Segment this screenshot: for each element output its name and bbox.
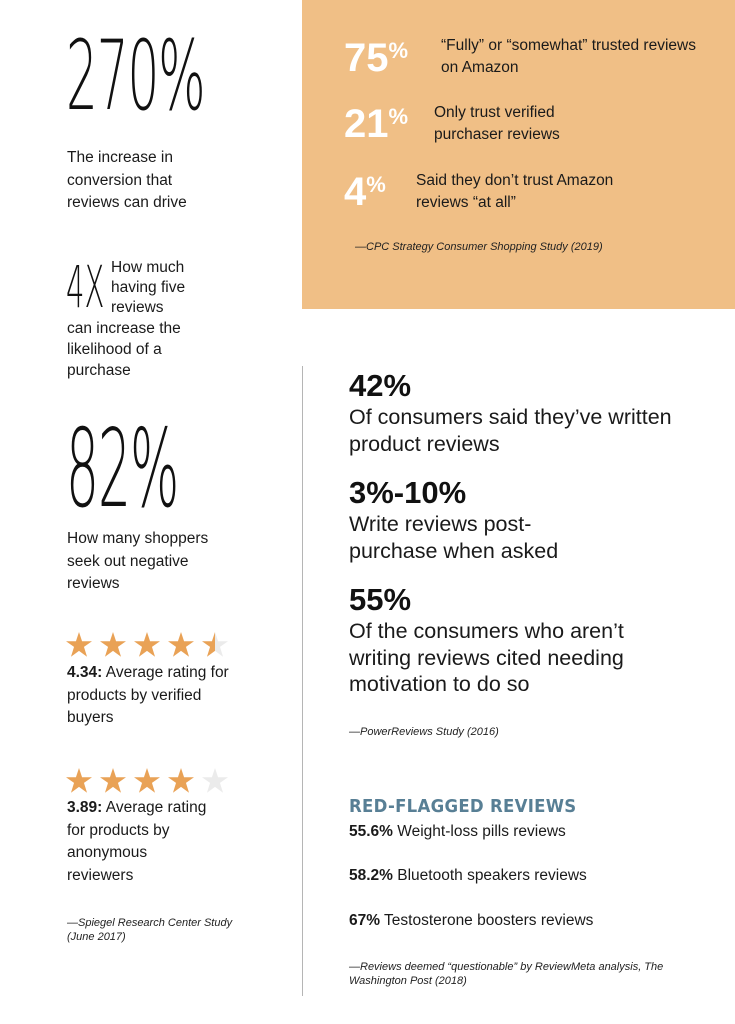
source-cpc-strategy: —CPC Strategy Consumer Shopping Study (2…: [355, 241, 603, 253]
right-stat-3-description: Of the consumers who aren’t writing revi…: [349, 619, 624, 696]
source-spiegel: —Spiegel Research Center Study (June 201…: [67, 917, 233, 943]
red-flagged-item-value: 55.6%: [349, 823, 393, 840]
red-flagged-item: 55.6% Weight-loss pills reviews: [349, 822, 566, 842]
star-rating-verified: [66, 632, 228, 658]
rating-verified-label: Average rating for products by verified …: [67, 664, 229, 726]
trust-stats-panel: [302, 0, 735, 309]
panel-stat-3-text: Said they don’t trust Amazon reviews “at…: [416, 172, 614, 211]
rating-anonymous-text: 3.89: Average rating for products by ano…: [67, 797, 217, 887]
source-reviewmeta: —Reviews deemed “questionable” by Review…: [349, 961, 664, 987]
red-flagged-item-label: Bluetooth speakers reviews: [392, 867, 587, 884]
red-flagged-item-value: 58.2%: [349, 867, 393, 884]
star-icon: [202, 632, 228, 657]
panel-stat-3-number: 4%: [344, 172, 386, 212]
panel-stat-1-pct: %: [388, 38, 409, 63]
rating-anonymous-label: Average rating for products by anonymous…: [67, 799, 207, 884]
star-icon: [100, 632, 126, 657]
right-stat-2-value: 3%-10%: [349, 475, 467, 510]
star-icon: [66, 768, 92, 793]
rating-verified-value: 4.34:: [67, 664, 103, 681]
panel-stat-1-number: 75%: [344, 38, 408, 78]
star-icon: [202, 768, 228, 793]
star-icon: [168, 768, 194, 793]
stat-270-description: The increase in conversion that reviews …: [67, 149, 187, 211]
panel-stat-2-pct: %: [388, 104, 409, 129]
panel-stat-2-text: Only trust verified purchaser reviews: [434, 104, 560, 143]
source-powerreviews: —PowerReviews Study (2016): [349, 726, 499, 738]
star-icon: [134, 768, 160, 793]
column-divider: [302, 366, 303, 996]
stat-82-value: 82%: [66, 407, 179, 532]
panel-stat-1-text: “Fully” or “somewhat” trusted reviews on…: [441, 37, 696, 76]
star-rating-anonymous: [66, 768, 228, 794]
stat-4x-description-below: can increase the likelihood of a purchas…: [67, 320, 181, 379]
panel-stat-1-value: 75: [344, 36, 389, 80]
red-flagged-item-label: Testosterone boosters reviews: [380, 912, 594, 929]
red-flagged-item-label: Weight-loss pills reviews: [392, 823, 566, 840]
stat-4x-description-side: How much having five reviews: [111, 259, 186, 316]
panel-stat-3-value: 4: [344, 170, 367, 214]
star-icon: [134, 632, 160, 657]
red-flagged-heading: RED-FLAGGED REVIEWS: [349, 796, 577, 817]
right-stat-3-value: 55%: [349, 582, 412, 617]
panel-stat-3-pct: %: [366, 172, 386, 197]
rating-verified-text: 4.34: Average rating for products by ver…: [67, 662, 232, 730]
panel-stat-2-number: 21%: [344, 104, 408, 144]
star-icon: [66, 632, 92, 657]
stat-4x-value: 4X: [66, 253, 105, 321]
red-flagged-item-value: 67%: [349, 912, 381, 929]
stat-82-description: How many shoppers seek out negative revi…: [67, 530, 209, 592]
stat-270-value: 270%: [66, 20, 206, 132]
right-stat-1-description: Of consumers said they’ve written produc…: [349, 405, 672, 456]
right-stat-1-value: 42%: [349, 368, 412, 403]
red-flagged-item: 67% Testosterone boosters reviews: [349, 911, 593, 931]
star-icon: [168, 632, 194, 657]
star-icon: [100, 768, 126, 793]
rating-anonymous-value: 3.89:: [67, 799, 103, 816]
panel-stat-2-value: 21: [344, 102, 389, 146]
red-flagged-item: 58.2% Bluetooth speakers reviews: [349, 866, 587, 886]
right-stat-2-description: Write reviews post-purchase when asked: [349, 512, 559, 563]
